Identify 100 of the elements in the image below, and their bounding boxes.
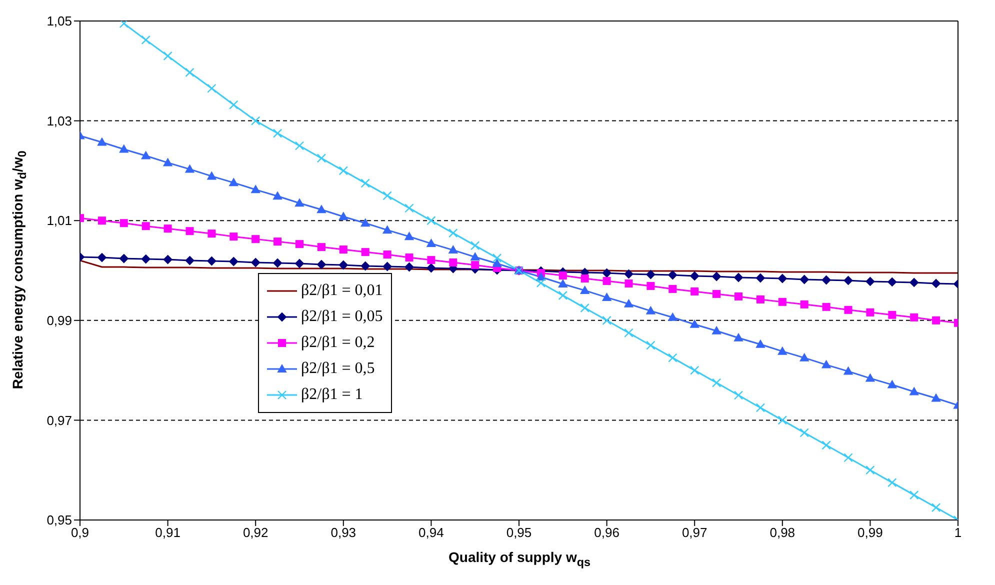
point <box>888 310 896 319</box>
point <box>756 295 764 304</box>
point <box>338 212 348 220</box>
point <box>536 278 546 288</box>
x-axis-title: Quality of supply w$_{qs}$ <box>448 549 592 569</box>
point <box>932 278 941 288</box>
point <box>361 248 370 256</box>
point <box>602 276 611 285</box>
x-tick-label: 0,97 <box>682 525 708 540</box>
point <box>866 374 875 382</box>
point <box>778 274 787 283</box>
point <box>712 290 721 298</box>
point <box>427 256 436 264</box>
point <box>251 258 260 268</box>
point <box>668 353 678 362</box>
point <box>822 275 831 284</box>
point <box>690 287 699 296</box>
point <box>448 246 458 254</box>
point <box>208 230 216 238</box>
point <box>844 306 852 314</box>
point <box>800 428 809 438</box>
y-tick-label: 0,99 <box>46 313 72 328</box>
point <box>668 312 678 321</box>
point <box>207 84 216 93</box>
x-tick-label: 0,96 <box>594 525 620 540</box>
point <box>910 490 919 500</box>
point <box>404 204 414 213</box>
point <box>624 269 634 278</box>
point <box>558 290 568 300</box>
point <box>690 320 700 328</box>
point <box>360 178 370 188</box>
point <box>207 172 216 180</box>
y-tick-label: 1,01 <box>46 213 72 228</box>
point <box>668 270 678 280</box>
point <box>866 276 875 286</box>
point <box>296 240 304 248</box>
point <box>382 226 392 234</box>
point <box>580 274 589 282</box>
point <box>580 303 590 313</box>
point <box>712 326 722 334</box>
point <box>382 262 392 272</box>
point <box>470 252 480 261</box>
point <box>98 216 106 225</box>
point <box>97 253 106 262</box>
point <box>119 254 128 264</box>
point <box>910 278 919 287</box>
point <box>185 68 194 77</box>
point <box>668 284 677 293</box>
point <box>272 128 282 138</box>
x-tick-label: 0,9 <box>70 525 90 540</box>
point <box>602 292 612 301</box>
point <box>294 141 304 150</box>
point <box>822 302 830 311</box>
point <box>800 300 808 308</box>
y-tick-label: 1,03 <box>46 113 72 128</box>
point <box>646 340 656 350</box>
point <box>229 178 238 186</box>
point <box>229 100 238 110</box>
y-tick-label: 0,97 <box>46 412 72 428</box>
point <box>163 158 172 166</box>
point <box>449 258 458 267</box>
point <box>866 308 874 316</box>
point <box>448 228 458 238</box>
point <box>690 366 700 375</box>
point <box>932 316 940 324</box>
point <box>163 255 172 264</box>
point <box>338 166 348 176</box>
point <box>404 262 414 272</box>
point <box>164 224 172 233</box>
point <box>778 416 787 425</box>
point <box>624 299 634 308</box>
point <box>141 254 150 264</box>
point <box>185 164 194 173</box>
point <box>734 390 744 400</box>
y-tick-label: 0,95 <box>46 512 72 528</box>
point <box>316 260 326 270</box>
point <box>602 316 612 325</box>
point <box>888 478 897 488</box>
point <box>274 238 282 246</box>
point <box>624 279 633 288</box>
point <box>360 218 370 227</box>
point <box>910 387 919 396</box>
point <box>119 21 128 28</box>
point <box>426 239 436 248</box>
point <box>251 185 260 194</box>
point <box>734 333 743 342</box>
point <box>405 254 414 262</box>
legend-label: β2/β1 = 0,05 <box>301 308 383 326</box>
point <box>186 227 194 236</box>
point <box>142 222 150 230</box>
x-tick-label: 0,95 <box>506 525 532 540</box>
point <box>690 271 700 280</box>
point <box>602 268 612 278</box>
point <box>119 144 128 153</box>
point <box>580 286 590 294</box>
point <box>316 205 326 214</box>
point <box>734 272 743 282</box>
point <box>756 273 765 282</box>
point <box>252 235 260 244</box>
point <box>316 154 326 163</box>
